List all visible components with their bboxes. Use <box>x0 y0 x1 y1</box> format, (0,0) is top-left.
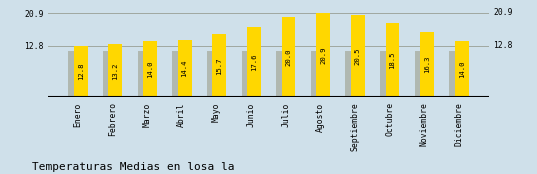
Bar <box>351 15 365 97</box>
Text: 16.3: 16.3 <box>424 56 430 73</box>
Bar <box>420 32 434 97</box>
Bar <box>415 51 434 97</box>
Bar <box>311 51 330 97</box>
Text: 15.7: 15.7 <box>216 57 222 75</box>
Text: 20.9: 20.9 <box>320 47 326 64</box>
Bar <box>386 23 400 97</box>
Bar <box>316 13 330 97</box>
Text: 20.0: 20.0 <box>286 49 292 66</box>
Bar <box>137 51 157 97</box>
Bar <box>74 46 88 97</box>
Bar <box>178 39 192 97</box>
Text: 12.8: 12.8 <box>78 63 84 80</box>
Bar <box>103 51 122 97</box>
Text: 13.2: 13.2 <box>112 62 118 80</box>
Text: 17.6: 17.6 <box>251 53 257 71</box>
Bar <box>276 51 295 97</box>
Text: 14.0: 14.0 <box>147 61 153 78</box>
Text: 18.5: 18.5 <box>389 52 395 69</box>
Bar <box>108 44 122 97</box>
Bar <box>212 34 226 97</box>
Bar <box>247 27 261 97</box>
Bar <box>172 51 191 97</box>
Text: Temperaturas Medias en losa la: Temperaturas Medias en losa la <box>32 162 235 172</box>
Bar <box>455 41 469 97</box>
Bar <box>207 51 226 97</box>
Bar <box>281 17 295 97</box>
Bar <box>380 51 399 97</box>
Text: 20.5: 20.5 <box>355 48 361 65</box>
Bar <box>242 51 260 97</box>
Bar <box>143 41 157 97</box>
Bar <box>345 51 365 97</box>
Text: 14.4: 14.4 <box>182 60 187 77</box>
Bar <box>68 51 88 97</box>
Bar <box>449 51 468 97</box>
Text: 14.0: 14.0 <box>459 61 465 78</box>
